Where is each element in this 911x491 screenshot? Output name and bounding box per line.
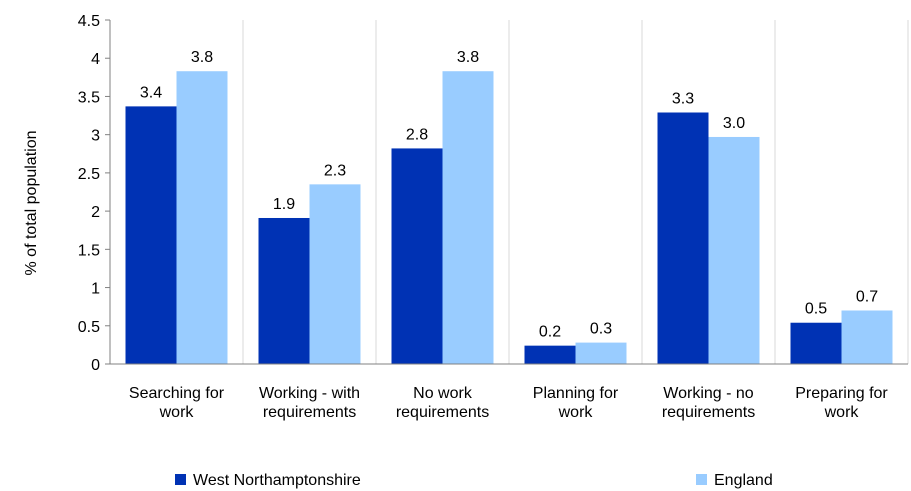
data-label: 0.5 [805, 301, 827, 318]
bars-layer [125, 71, 893, 365]
legend-item: West Northamptonshire [175, 472, 361, 489]
data-label: 3.0 [723, 115, 745, 132]
bar-west-northamptonshire [657, 112, 709, 365]
legend-swatch [696, 474, 707, 485]
y-tick-label: 2 [91, 204, 100, 221]
legend-swatch [175, 474, 186, 485]
bar-england [708, 136, 760, 364]
bar-west-northamptonshire [125, 106, 177, 364]
data-label: 0.7 [856, 288, 878, 305]
y-tick-label: 3 [91, 128, 100, 145]
bar-england [442, 71, 494, 365]
y-tick-label: 1 [91, 281, 100, 298]
bar-west-northamptonshire [258, 217, 310, 364]
y-tick-label: 0 [91, 357, 100, 374]
legend-item: England [696, 472, 773, 489]
labels-layer: 3.4 3.8 Searching for work 1.9 2.3 Working - w… [129, 49, 889, 421]
x-category-label: Preparing for work [795, 385, 888, 421]
y-tick-label: 0.5 [78, 319, 100, 336]
bar-england [309, 184, 361, 364]
data-label: 1.9 [273, 196, 295, 213]
data-label: 2.3 [324, 162, 346, 179]
y-tick-label: 4.5 [78, 13, 100, 30]
bar-england [176, 71, 228, 365]
x-category-label: Working - with requirements [259, 385, 360, 421]
bar-west-northamptonshire [524, 345, 576, 364]
grid-layer [242, 20, 909, 364]
data-label: 0.3 [590, 321, 612, 338]
bar-west-northamptonshire [790, 322, 842, 364]
legend: West Northamptonshire England [175, 472, 773, 489]
data-label: 3.8 [457, 49, 479, 66]
y-axis-label: % of total population [23, 131, 40, 276]
x-category-label: No work requirements [396, 385, 489, 421]
y-tick-label: 4 [91, 51, 100, 68]
y-tick-label: 1.5 [78, 242, 100, 259]
data-label: 0.2 [539, 324, 561, 341]
bar-england [575, 342, 627, 364]
data-label: 3.3 [672, 90, 694, 107]
x-category-label: Working - no requirements [662, 385, 755, 421]
bar-england [841, 310, 893, 364]
data-label: 3.8 [191, 49, 213, 66]
axes-layer: 0 0.5 1 1.5 2 2.5 3 3.5 4 4.5 [78, 13, 908, 374]
data-label: 2.8 [406, 126, 428, 143]
y-tick-label: 2.5 [78, 166, 100, 183]
bar-west-northamptonshire [391, 148, 443, 364]
legend-label: England [714, 472, 773, 489]
data-label: 3.4 [140, 84, 162, 101]
x-category-label: Searching for work [129, 385, 225, 421]
y-tick-label: 3.5 [78, 89, 100, 106]
x-category-label: Planning for work [533, 385, 619, 421]
legend-label: West Northamptonshire [193, 472, 361, 489]
